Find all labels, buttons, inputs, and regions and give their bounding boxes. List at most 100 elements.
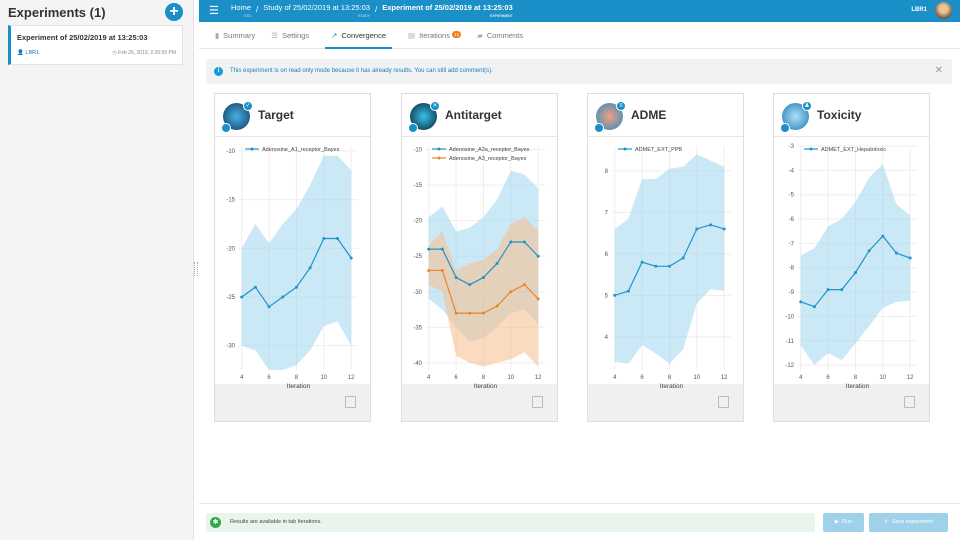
card-header: ≡ ADME <box>588 94 743 137</box>
x-axis-label: Iteration <box>846 383 870 388</box>
chart-card-target: ✓ Target 4 6 8 10 12 -10 -15 -20 -25 -30 Adenosine_A… <box>214 93 371 422</box>
breadcrumb-separator: / <box>375 5 378 14</box>
experiment-list-item[interactable]: Experiment of 25/02/2019 at 13:25:03 👤 L… <box>8 25 183 65</box>
y-tick-label: 8 <box>605 169 609 175</box>
data-point <box>522 283 526 287</box>
status-badge-icon: ≡ <box>616 101 626 111</box>
x-tick-label: 8 <box>854 375 858 381</box>
breadcrumb-home[interactable]: Home GTD <box>231 3 252 18</box>
chart-card-adme: ≡ ADME 4 6 8 10 12 4 5 6 7 8 ADMET_EXT_PPB Iteration <box>587 93 744 422</box>
y-tick-label: 6 <box>605 252 609 258</box>
data-point <box>308 266 312 270</box>
data-point <box>267 305 271 309</box>
sliders-icon: ☰ <box>271 31 278 40</box>
legend-marker <box>623 147 627 151</box>
status-message: Results are available in tab Iterations. <box>230 519 322 525</box>
y-tick-label: -25 <box>226 295 235 301</box>
y-tick-label: -6 <box>789 217 795 223</box>
gear-icon: ✱ <box>210 517 221 528</box>
x-axis-label: Iteration <box>287 383 311 388</box>
data-point <box>681 256 685 260</box>
view-details-icon[interactable] <box>532 396 543 408</box>
card-header: ♟ Toxicity <box>774 94 929 137</box>
tab-settings[interactable]: ☰ Settings <box>271 31 310 40</box>
convergence-chart: 4 6 8 10 12 4 5 6 7 8 ADMET_EXT_PPB Iteration <box>605 146 731 388</box>
experiment-user: 👤 LBR1 <box>17 50 40 56</box>
x-tick-label: 12 <box>535 375 542 381</box>
avatar[interactable] <box>935 2 952 19</box>
tab-iterations[interactable]: ▤ Iterations 12 <box>408 31 462 40</box>
read-only-alert: i This experiment is on read only mode b… <box>206 59 952 84</box>
chart-card-toxicity: ♟ Toxicity 4 6 8 10 12 -3 -4 -5 -6 -7 -8 -9 -10 -11 -12 A… <box>773 93 930 422</box>
user-name[interactable]: LBR1 <box>911 7 927 13</box>
legend-label: Adenosine_A1_receptor_Bayes <box>262 147 340 153</box>
data-point <box>522 240 526 244</box>
close-icon[interactable]: ✕ <box>934 65 943 76</box>
confidence-band <box>428 217 539 367</box>
x-tick-label: 6 <box>640 375 644 381</box>
data-point <box>294 285 298 289</box>
tab-comments[interactable]: ▰ Comments <box>477 31 524 40</box>
x-tick-label: 6 <box>267 375 271 381</box>
data-point <box>495 261 499 265</box>
target-logo-icon: ✕ <box>408 101 440 133</box>
comments-icon: ▰ <box>477 31 483 40</box>
x-tick-label: 6 <box>454 375 458 381</box>
chart-card-antitarget: ✕ Antitarget 4 6 8 10 12 -10 -15 -20 -25 -30 -35 -40 A… <box>401 93 558 422</box>
data-point <box>509 240 513 244</box>
x-tick-label: 4 <box>427 375 431 381</box>
data-point <box>440 268 444 272</box>
data-point <box>322 237 326 241</box>
y-tick-label: -12 <box>785 363 794 369</box>
tab-summary[interactable]: ▮ Summary <box>215 31 256 40</box>
card-footer <box>588 384 743 421</box>
legend-marker <box>250 147 254 151</box>
y-tick-label: -20 <box>226 246 235 252</box>
y-tick-label: -5 <box>789 193 795 199</box>
data-point <box>722 227 726 231</box>
data-point <box>613 293 617 297</box>
breadcrumb-study[interactable]: Study of 25/02/2019 at 13:25:03 STUDY <box>263 3 371 18</box>
data-point <box>667 264 671 268</box>
alert-message: This experiment is on read only mode bec… <box>230 68 493 74</box>
legend-label: Adenosine_A2a_receptor_Bayes <box>449 147 530 153</box>
data-point <box>867 249 871 253</box>
status-message-bar: ✱ Results are available in tab Iteration… <box>206 513 815 532</box>
data-point <box>840 288 844 292</box>
data-point <box>695 227 699 231</box>
target-logo-icon: ✓ <box>221 101 253 133</box>
run-button[interactable]: ▶ Run <box>823 513 864 532</box>
data-point <box>240 295 244 299</box>
breadcrumb-separator: / <box>256 5 259 14</box>
data-point <box>881 234 885 238</box>
legend-marker <box>809 147 813 151</box>
resize-handle[interactable] <box>194 262 198 276</box>
y-tick-label: -15 <box>226 198 235 204</box>
legend-marker <box>437 147 441 151</box>
iterations-count-badge: 12 <box>452 31 462 38</box>
tab-convergence[interactable]: ↗ Convergence <box>325 31 392 49</box>
line-chart-icon: ↗ <box>331 31 338 40</box>
view-details-icon[interactable] <box>718 396 729 408</box>
save-experiment-button[interactable]: ✔ Save experiment <box>869 513 948 532</box>
y-tick-label: -40 <box>413 361 422 367</box>
x-tick-label: 12 <box>721 375 728 381</box>
data-point <box>427 247 431 251</box>
data-point <box>708 223 712 227</box>
user-badge-icon <box>594 123 604 133</box>
convergence-chart: 4 6 8 10 12 -10 -15 -20 -25 -30 Adenosine_A1_recep… <box>226 146 358 388</box>
menu-toggle-icon[interactable]: ☰ <box>209 5 219 17</box>
add-experiment-button[interactable]: + <box>165 3 183 21</box>
data-point <box>481 276 485 280</box>
y-tick-label: -20 <box>413 219 422 225</box>
view-details-icon[interactable] <box>345 396 356 408</box>
card-header: ✕ Antitarget <box>402 94 557 137</box>
data-point <box>640 260 644 264</box>
tab-bar: ▮ Summary ☰ Settings ↗ Convergence ▤ Iterati… <box>199 22 960 49</box>
y-tick-label: -10 <box>413 148 422 154</box>
view-details-icon[interactable] <box>904 396 915 408</box>
confidence-band <box>614 154 725 364</box>
x-tick-label: 8 <box>482 375 486 381</box>
x-tick-label: 10 <box>320 375 327 381</box>
data-point <box>626 289 630 293</box>
